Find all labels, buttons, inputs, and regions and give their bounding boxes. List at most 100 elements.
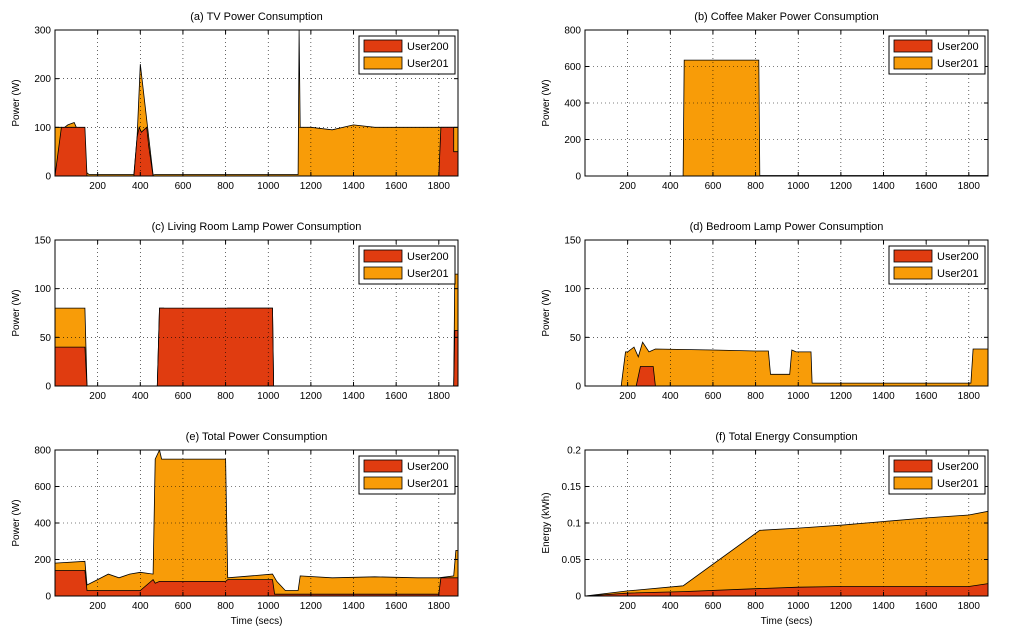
x-tick-label: 800	[747, 181, 764, 192]
x-tick-label: 200	[619, 601, 636, 612]
x-tick-label: 400	[132, 181, 149, 192]
x-tick-label: 1000	[257, 391, 280, 402]
series-area-user200	[55, 126, 458, 176]
legend-swatch-user201	[363, 476, 403, 490]
series-area-user201	[585, 341, 988, 386]
x-tick-label: 600	[175, 601, 192, 612]
series-group	[585, 341, 988, 386]
y-axis-label: Power (W)	[541, 79, 552, 126]
legend-swatch-user201	[893, 266, 933, 280]
x-axis-label: Time (secs)	[231, 616, 283, 627]
x-tick-label: 200	[89, 181, 106, 192]
y-tick-label: 400	[34, 519, 51, 530]
x-tick-label: 600	[175, 391, 192, 402]
series-group	[585, 59, 988, 176]
x-tick-label: 1000	[787, 181, 810, 192]
chart-title: (e) Total Power Consumption	[186, 431, 328, 443]
chart-c: 200 400 600 800 1000 1200 1400 1600 1800 0 50 100 15…	[11, 221, 459, 402]
x-tick-label: 1600	[385, 601, 408, 612]
chart-e: 200 400 600 800 1000 1200 1400 1600 1800 0 200 400 6…	[11, 431, 459, 627]
legend-label-user201: User201	[937, 58, 979, 70]
legend: User200 User201	[888, 455, 986, 495]
legend-label-user200: User200	[407, 461, 449, 473]
x-tick-label: 1600	[915, 601, 938, 612]
x-tick-label: 600	[175, 181, 192, 192]
x-tick-label: 1000	[787, 601, 810, 612]
x-tick-label: 800	[747, 391, 764, 402]
x-tick-label: 1000	[787, 391, 810, 402]
axes-frame	[54, 239, 459, 387]
y-tick-label: 0.15	[562, 482, 582, 493]
x-axis-label: Time (secs)	[761, 616, 813, 627]
y-tick-label: 200	[564, 135, 581, 146]
chart-d: 200 400 600 800 1000 1200 1400 1600 1800 0 50 100 15…	[541, 221, 989, 402]
x-tick-label: 1200	[830, 391, 853, 402]
x-tick-label: 400	[132, 391, 149, 402]
x-tick-label: 1000	[257, 601, 280, 612]
y-tick-label: 100	[34, 284, 51, 295]
chart-title: (b) Coffee Maker Power Consumption	[694, 11, 878, 23]
x-tick-label: 800	[217, 391, 234, 402]
x-tick-label: 200	[619, 181, 636, 192]
legend-label-user201: User201	[407, 268, 449, 280]
y-tick-label: 200	[34, 74, 51, 85]
legend-label-user200: User200	[937, 461, 979, 473]
x-tick-label: 1400	[872, 181, 895, 192]
legend-swatch-user200	[893, 249, 933, 263]
series-group	[55, 273, 458, 386]
x-tick-label: 400	[662, 391, 679, 402]
legend-label-user200: User200	[407, 251, 449, 263]
y-tick-label: 0.05	[562, 555, 582, 566]
x-tick-label: 1600	[385, 391, 408, 402]
chart-f: 200 400 600 800 1000 1200 1400 1600 1800 0 0.05 0.1…	[541, 431, 989, 627]
legend-swatch-user201	[363, 56, 403, 70]
y-tick-label: 200	[34, 555, 51, 566]
x-tick-label: 1800	[428, 391, 451, 402]
y-tick-label: 0	[45, 172, 51, 183]
legend-swatch-user200	[363, 459, 403, 473]
axes-frame	[584, 239, 989, 387]
y-tick-label: 400	[564, 99, 581, 110]
x-tick-label: 800	[217, 181, 234, 192]
x-tick-label: 1200	[300, 391, 323, 402]
x-tick-label: 600	[705, 601, 722, 612]
legend-label-user200: User200	[937, 41, 979, 53]
legend: User200 User201	[358, 455, 456, 495]
series-area-user201	[55, 30, 458, 176]
series-area-user201	[585, 59, 988, 176]
x-tick-label: 1200	[830, 601, 853, 612]
y-tick-label: 100	[34, 123, 51, 134]
chart-title: (a) TV Power Consumption	[190, 11, 322, 23]
legend-swatch-user201	[893, 56, 933, 70]
legend: User200 User201	[888, 35, 986, 75]
y-axis-label: Energy (kWh)	[541, 492, 552, 553]
x-tick-label: 600	[705, 181, 722, 192]
legend-label-user200: User200	[937, 251, 979, 263]
legend: User200 User201	[358, 35, 456, 75]
y-tick-label: 800	[34, 446, 51, 457]
x-tick-label: 400	[662, 181, 679, 192]
x-tick-label: 1400	[342, 181, 365, 192]
x-tick-label: 1800	[428, 181, 451, 192]
series-area-user201	[585, 510, 988, 596]
x-tick-label: 800	[217, 601, 234, 612]
y-tick-label: 300	[34, 26, 51, 37]
x-tick-label: 1800	[958, 601, 981, 612]
x-tick-label: 1600	[915, 181, 938, 192]
y-tick-label: 0	[575, 382, 581, 393]
chart-title: (d) Bedroom Lamp Power Consumption	[690, 221, 884, 233]
x-tick-label: 1200	[300, 601, 323, 612]
x-tick-label: 800	[747, 601, 764, 612]
chart-title: (f) Total Energy Consumption	[715, 431, 857, 443]
y-tick-label: 50	[40, 333, 52, 344]
legend-swatch-user200	[363, 39, 403, 53]
legend: User200 User201	[888, 245, 986, 285]
y-axis-label: Power (W)	[11, 79, 22, 126]
legend-swatch-user200	[363, 249, 403, 263]
y-tick-label: 100	[564, 284, 581, 295]
y-tick-label: 0	[575, 592, 581, 603]
legend-label-user201: User201	[937, 268, 979, 280]
x-tick-label: 1400	[342, 391, 365, 402]
series-area-user200	[585, 583, 988, 596]
x-tick-label: 1400	[342, 601, 365, 612]
